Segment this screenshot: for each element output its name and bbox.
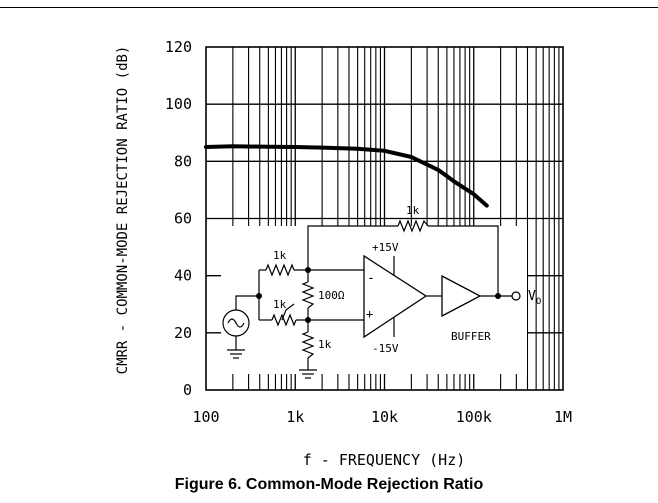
x-tick-label: 100k	[456, 408, 492, 426]
buffer-symbol	[441, 274, 482, 318]
plot-frame	[205, 46, 564, 391]
label-inverting: -	[367, 271, 375, 286]
label-supply-neg: -15V	[372, 342, 399, 355]
x-tick-label: 10k	[371, 408, 398, 426]
resistors	[265, 219, 429, 359]
output-terminal	[511, 291, 521, 301]
label-r-ground: 1k	[318, 338, 332, 351]
resistor-feedback	[397, 219, 429, 233]
signal-source	[222, 309, 250, 337]
x-tick-label: 1M	[554, 408, 572, 426]
label-r-feedback: 1k	[406, 204, 420, 217]
y-axis-label: CMRR - COMMON-MODE REJECTION RATIO (dB)	[115, 46, 131, 375]
top-rule	[0, 7, 658, 8]
label-r-top: 1k	[273, 249, 287, 262]
x-tick-label: 100	[192, 408, 219, 426]
label-noninverting: +	[366, 307, 373, 321]
label-pot: 100Ω	[318, 289, 345, 302]
ground-symbols	[227, 349, 317, 379]
y-tick-label: 40	[174, 267, 192, 285]
junction-dots	[256, 267, 501, 323]
figure-caption: Figure 6. Common-Mode Rejection Ratio	[174, 476, 484, 493]
x-axis-label: f - FREQUENCY (Hz)	[303, 451, 466, 469]
y-tick-label: 60	[174, 210, 192, 228]
x-tick-label: 1k	[286, 408, 304, 426]
resistor-ground	[301, 331, 315, 359]
label-buffer: BUFFER	[451, 330, 491, 343]
label-output-sub: O	[536, 297, 541, 307]
y-tick-label: 80	[174, 152, 192, 170]
cmrr-curve	[204, 144, 489, 208]
schematic-labels: 1k 1k 1k 1k 100Ω +15V -15V BUFFER - + VO	[273, 204, 541, 355]
y-tick-label: 100	[165, 95, 192, 113]
inset-schematic: 1k 1k 1k 1k 100Ω +15V -15V BUFFER - + VO	[221, 204, 541, 379]
resistor-bottom-input	[271, 313, 297, 327]
opamp-symbol	[363, 254, 428, 339]
pot-wiper	[281, 303, 295, 321]
y-tick-label: 120	[165, 38, 192, 56]
label-supply-pos: +15V	[372, 241, 399, 254]
y-tick-label: 0	[183, 381, 192, 399]
tick-labels: 100 1k 10k 100k 1M 0 20 40 60 80 100 120	[165, 38, 572, 426]
label-r-bottom: 1k	[273, 298, 287, 311]
label-output: VO	[528, 289, 541, 307]
resistor-top-input	[265, 263, 295, 277]
resistor-pot	[301, 281, 315, 309]
y-tick-label: 20	[174, 324, 192, 342]
